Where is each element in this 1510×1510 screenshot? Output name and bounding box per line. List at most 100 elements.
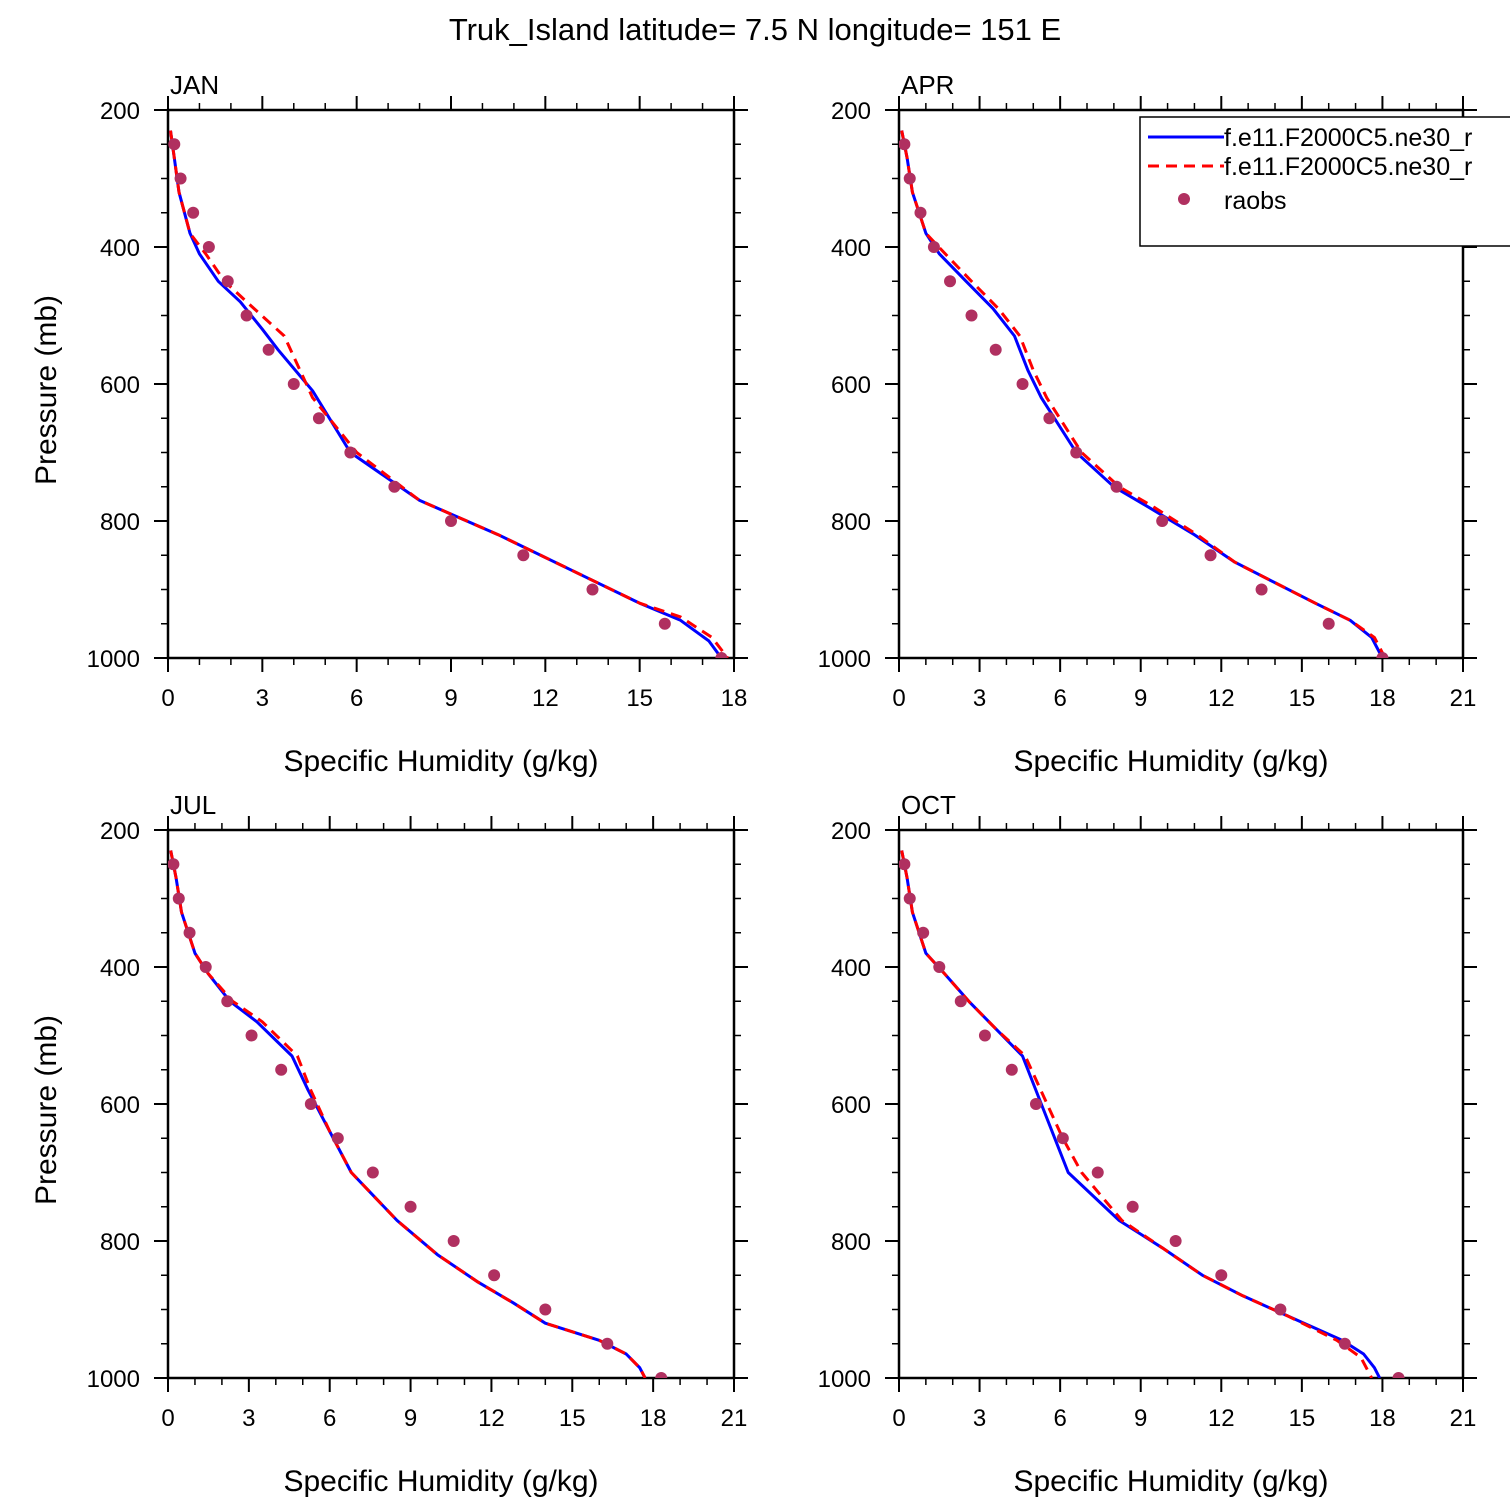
y-tick-label: 600: [100, 1092, 140, 1119]
plot-frame: [166, 108, 736, 660]
raobs-point: [965, 309, 978, 322]
raobs-point: [245, 1029, 258, 1042]
raobs-point: [1110, 480, 1123, 493]
raobs-point: [1126, 1200, 1139, 1213]
y-axis-label: Pressure (mb): [30, 295, 63, 485]
y-tick-label: 400: [831, 955, 871, 982]
raobs-point: [1215, 1269, 1228, 1282]
x-tick-label: 18: [1369, 1405, 1396, 1432]
y-tick-label: 600: [831, 372, 871, 399]
x-tick-label: 12: [532, 685, 559, 712]
legend-swatch-marker: [1178, 193, 1190, 205]
plot-frame: [166, 828, 736, 1380]
x-tick-label: 21: [721, 1405, 748, 1432]
raobs-point: [899, 858, 911, 871]
x-tick-label: 9: [1134, 685, 1147, 712]
raobs-point: [978, 1029, 991, 1042]
raobs-point: [187, 206, 200, 219]
series-line-solid: [900, 850, 1382, 1378]
raobs-point: [715, 652, 728, 658]
panel-jan: 0 3 6 9 12 15 18 200 400 600 800 1000 JAN Specific Hu…: [30, 70, 748, 778]
raobs-point: [1392, 1372, 1405, 1378]
y-tick-label: 800: [100, 1229, 140, 1256]
raobs-point: [1156, 515, 1169, 527]
raobs-point: [312, 412, 325, 425]
raobs-point: [1005, 1063, 1018, 1076]
page-title: Truk_Island latitude= 7.5 N longitude= 1…: [448, 12, 1062, 47]
series-line-dashed: [900, 850, 1374, 1378]
x-tick-label: 6: [1053, 1405, 1066, 1432]
raobs-point: [927, 241, 940, 253]
raobs-point: [944, 275, 957, 288]
y-tick-label: 200: [831, 818, 871, 845]
raobs-point: [174, 172, 187, 185]
raobs-point: [1043, 412, 1056, 425]
series-line-dashed: [169, 130, 729, 658]
raobs-point: [202, 241, 215, 253]
x-tick-label: 6: [323, 1405, 336, 1432]
x-tick-label: 21: [1450, 1405, 1477, 1432]
raobs-point: [899, 138, 911, 151]
plot-area: [899, 130, 1389, 658]
raobs-point: [304, 1098, 317, 1110]
x-tick-label: 0: [892, 1405, 905, 1432]
x-tick-label: 9: [1134, 1405, 1147, 1432]
x-tick-label: 15: [559, 1405, 586, 1432]
x-tick-label: 18: [1369, 685, 1396, 712]
raobs-point: [221, 995, 234, 1008]
x-tick-label: 18: [640, 1405, 667, 1432]
y-tick-label: 1000: [818, 1366, 871, 1393]
y-tick-label: 200: [831, 98, 871, 125]
panel-jul: 0 3 6 9 12 15 18 21 200 400 600 800 1000 JUL Specific …: [30, 790, 748, 1498]
raobs-point: [586, 583, 599, 596]
x-tick-label: 15: [1289, 1405, 1316, 1432]
raobs-point: [275, 1063, 288, 1076]
x-tick-label: 6: [1053, 685, 1066, 712]
raobs-point: [199, 961, 212, 973]
raobs-point: [517, 549, 530, 562]
raobs-point: [221, 275, 234, 288]
legend: f.e11.F2000C5.ne30_rf.e11.F2000C5.ne30_r…: [1139, 116, 1510, 247]
x-axis-label: Specific Humidity (g/kg): [283, 1465, 598, 1498]
y-tick-label: 400: [100, 955, 140, 982]
y-tick-label: 600: [831, 1092, 871, 1119]
x-axis-label: Specific Humidity (g/kg): [1013, 745, 1328, 778]
plot-frame: [897, 828, 1465, 1380]
raobs-point: [183, 926, 196, 939]
y-tick-label: 200: [100, 98, 140, 125]
raobs-point: [287, 378, 300, 390]
panel-label: OCT: [901, 790, 956, 820]
y-tick-label: 400: [831, 235, 871, 262]
x-axis-label: Specific Humidity (g/kg): [283, 745, 598, 778]
raobs-point: [331, 1132, 344, 1145]
x-tick-label: 0: [161, 685, 174, 712]
x-tick-label: 0: [161, 1405, 174, 1432]
x-tick-label: 3: [242, 1405, 255, 1432]
raobs-point: [1376, 652, 1389, 658]
y-tick-label: 1000: [87, 646, 140, 673]
raobs-point: [954, 995, 967, 1008]
raobs-point: [488, 1269, 501, 1282]
panel-oct: 0 3 6 9 12 15 18 21 200 400 600 800 1000 OCT Specific …: [818, 790, 1477, 1498]
x-tick-label: 15: [626, 685, 653, 712]
y-tick-label: 400: [100, 235, 140, 262]
raobs-point: [1016, 378, 1029, 390]
x-tick-label: 9: [444, 685, 457, 712]
x-tick-label: 9: [404, 1405, 417, 1432]
y-tick-label: 200: [100, 818, 140, 845]
raobs-point: [262, 343, 275, 356]
y-tick-label: 600: [100, 372, 140, 399]
raobs-point: [388, 480, 401, 493]
raobs-point: [658, 617, 671, 630]
raobs-point: [933, 961, 946, 973]
series-line-dashed: [169, 850, 647, 1378]
plot-area: [168, 850, 668, 1378]
x-axis-label: Specific Humidity (g/kg): [1013, 1465, 1328, 1498]
raobs-point: [168, 138, 181, 151]
plot-area: [899, 850, 1405, 1378]
raobs-point: [404, 1200, 417, 1213]
x-tick-label: 12: [1208, 685, 1235, 712]
legend-entry-label: f.e11.F2000C5.ne30_r: [1224, 153, 1472, 181]
y-tick-label: 800: [831, 509, 871, 536]
raobs-point: [917, 926, 930, 939]
